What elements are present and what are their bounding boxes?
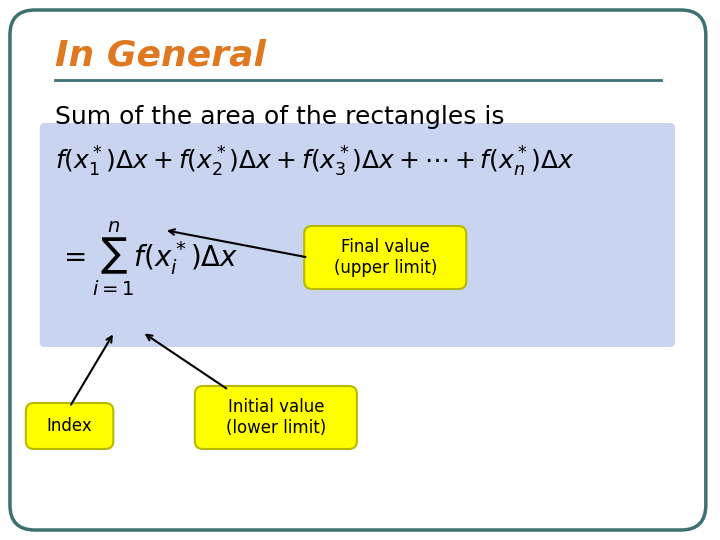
Text: Initial value
(lower limit): Initial value (lower limit) — [226, 398, 326, 437]
Text: Sum of the area of the rectangles is: Sum of the area of the rectangles is — [55, 105, 504, 129]
FancyBboxPatch shape — [40, 123, 675, 347]
FancyBboxPatch shape — [305, 226, 467, 289]
Text: In General: In General — [55, 38, 266, 72]
Text: $f(x_1^*)\Delta x + f(x_2^*)\Delta x + f(x_3^*)\Delta x + \cdots + f(x_n^*)\Delt: $f(x_1^*)\Delta x + f(x_2^*)\Delta x + f… — [55, 145, 575, 179]
FancyBboxPatch shape — [195, 386, 357, 449]
FancyBboxPatch shape — [26, 403, 113, 449]
FancyBboxPatch shape — [10, 10, 706, 530]
Text: Final value
(upper limit): Final value (upper limit) — [333, 238, 437, 277]
Text: $= \sum_{i=1}^{n} f(x_i^*)\Delta x$: $= \sum_{i=1}^{n} f(x_i^*)\Delta x$ — [58, 220, 238, 298]
Text: Index: Index — [47, 417, 92, 435]
